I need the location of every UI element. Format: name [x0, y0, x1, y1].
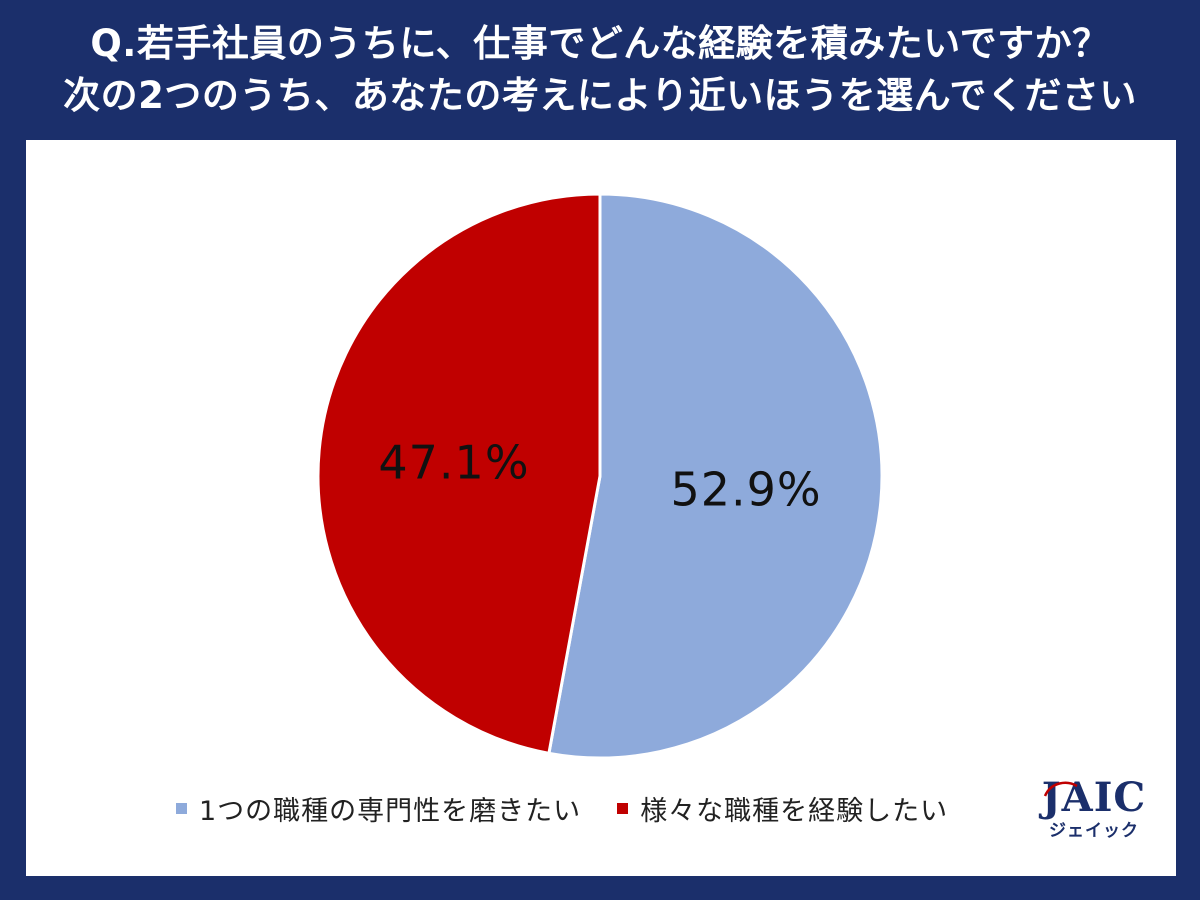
legend-label-various: 様々な職種を経験したい: [640, 795, 949, 827]
chart-legend: 1つの職種の専門性を磨きたい 様々な職種を経験したい: [176, 788, 984, 828]
question-title-line-2: 次の2つのうち、あなたの考えにより近いほうを選んでください: [63, 74, 1137, 117]
question-title-line-1: Q.若手社員のうちに、仕事でどんな経験を積みたいですか？: [90, 22, 1110, 65]
pie-label-various: 47.1%: [378, 436, 529, 490]
legend-item-specialize: 1つの職種の専門性を磨きたい: [176, 789, 581, 828]
legend-swatch-specialize: [176, 802, 187, 814]
pie-labels: 52.9% 47.1%: [378, 436, 821, 517]
logo-sub-text: ジェイック: [1049, 821, 1139, 841]
legend-label-specialize: 1つの職種の専門性を磨きたい: [199, 795, 582, 827]
legend-swatch-various: [617, 802, 629, 814]
chart-panel: 52.9% 47.1% 1つの職種の専門性を磨きたい 様々な職種を経験したい JA…: [26, 140, 1176, 876]
pie-slices: [316, 192, 884, 760]
pie-slice-various: [316, 192, 602, 756]
header: Q.若手社員のうちに、仕事でどんな経験を積みたいですか？ 次の2つのうち、あなた…: [0, 0, 1200, 138]
jaic-logo: JAIC ジェイック: [1039, 776, 1149, 848]
logo-swoosh-icon: [1043, 781, 1078, 797]
pie-chart: 52.9% 47.1%: [316, 192, 884, 760]
pie-label-specialize: 52.9%: [670, 462, 821, 516]
pie-slice-specialize: [547, 192, 884, 760]
legend-item-various: 様々な職種を経験したい: [617, 789, 948, 828]
